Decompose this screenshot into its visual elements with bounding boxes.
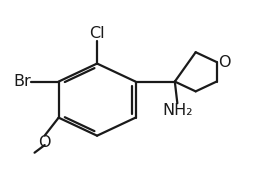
Text: Cl: Cl — [89, 26, 104, 41]
Text: O: O — [217, 54, 230, 70]
Text: O: O — [38, 135, 51, 150]
Text: Br: Br — [13, 74, 31, 89]
Text: NH₂: NH₂ — [162, 103, 192, 118]
